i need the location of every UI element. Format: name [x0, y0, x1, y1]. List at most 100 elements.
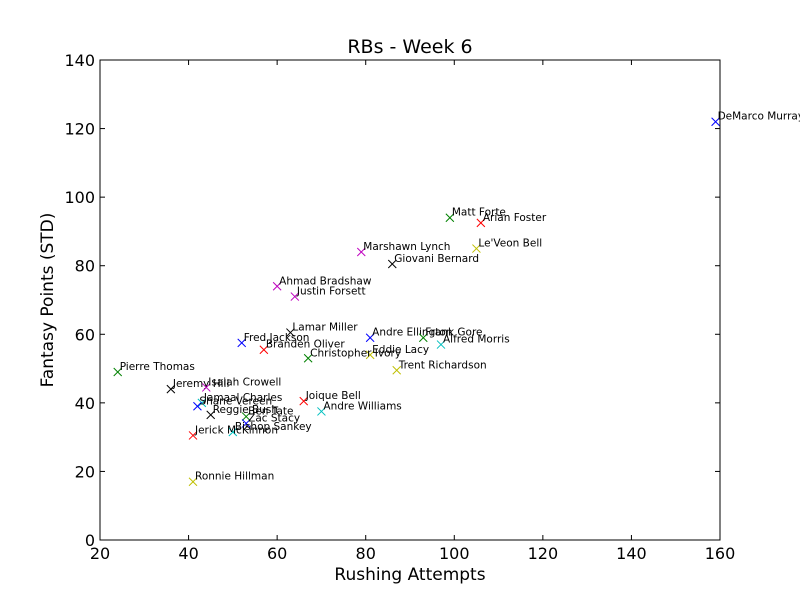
point-marker-stroke [241, 419, 251, 428]
y-tick-label: 100 [64, 188, 95, 207]
x-tick-label: 20 [90, 544, 110, 563]
point-marker-stroke [365, 333, 375, 343]
x-tick-label: 140 [616, 544, 647, 563]
y-axis-label: Fantasy Points (STD) [38, 213, 58, 388]
data-point: Trent Richardson [392, 359, 487, 375]
data-point: Alfred Morris [436, 334, 510, 349]
x-tick-label: 100 [439, 544, 470, 563]
x-tick-label: 60 [267, 544, 287, 563]
data-point: Joique Bell [299, 390, 361, 406]
point-marker-stroke [286, 328, 295, 337]
point-label: Fred Jackson [244, 332, 310, 344]
y-tick-label: 140 [64, 51, 95, 70]
y-tick-label: 20 [75, 462, 95, 481]
data-point: Arian Foster [476, 212, 547, 228]
point-marker-stroke [188, 431, 198, 440]
point-marker-stroke [272, 281, 282, 291]
point-marker-stroke [241, 412, 251, 421]
point-marker-stroke [201, 383, 211, 392]
point-label: Bishop Sankey [235, 421, 312, 433]
chart-title: RBs - Week 6 [347, 36, 472, 58]
point-marker-stroke [188, 477, 198, 487]
data-point: Andre Ellington [365, 327, 452, 343]
point-marker-stroke [356, 247, 366, 257]
data-point: Jerick McKinnon [188, 424, 278, 440]
data-point: Giovani Bernard [387, 253, 479, 269]
point-marker-stroke [472, 244, 481, 253]
data-point: Fred Jackson [237, 332, 310, 348]
plot-area: 20 40 60 80 100 120 140 160 020406080100120140 … [64, 51, 800, 563]
data-point: DeMarco Murray [711, 111, 800, 127]
y-tick-label: 80 [75, 257, 95, 276]
x-tick-label: 80 [356, 544, 376, 563]
point-marker-stroke [436, 340, 446, 349]
point-marker-stroke [445, 213, 455, 223]
point-label: Lamar Miller [292, 322, 358, 334]
point-label: Zac Stacy [248, 412, 300, 424]
plot-frame [99, 59, 721, 541]
data-point: Ben Tate [241, 406, 293, 421]
point-label: Andre Williams [323, 400, 401, 412]
point-label: Trent Richardson [398, 359, 487, 371]
point-marker-stroke [259, 345, 269, 355]
point-marker-stroke [228, 427, 238, 437]
data-point: Zac Stacy [241, 412, 300, 428]
data-point: Shane Vereen [193, 395, 272, 411]
point-label: Joique Bell [305, 390, 361, 402]
point-marker-stroke [387, 259, 397, 269]
point-label: Giovani Bernard [394, 253, 479, 265]
x-axis-label: Rushing Attempts [334, 565, 485, 585]
point-marker-stroke [193, 401, 202, 411]
point-marker-stroke [113, 367, 123, 377]
point-label: Justin Forsett [296, 286, 366, 298]
point-marker-stroke [299, 396, 309, 406]
data-point: Marshawn Lynch [356, 241, 450, 257]
point-label: Matt Forte [452, 207, 506, 219]
point-marker-stroke [237, 338, 247, 348]
point-marker-stroke [290, 292, 300, 301]
x-axis-ticks: 20 40 60 80 100 120 140 160 [90, 60, 735, 563]
point-marker-stroke [418, 333, 428, 343]
point-label: Arian Foster [483, 212, 547, 224]
data-point: Branden Oliver [259, 339, 345, 355]
data-point: Matt Forte [445, 207, 506, 223]
data-point: Andre Williams [317, 400, 402, 416]
x-tick-label: 120 [528, 544, 559, 563]
data-point: Isaiah Crowell [201, 376, 281, 392]
point-label: Andre Ellington [372, 327, 452, 339]
point-marker-stroke [476, 218, 486, 228]
data-point: Ahmad Bradshaw [272, 275, 372, 291]
data-point: Frank Gore [418, 327, 483, 343]
data-point: Eddie Lacy [365, 344, 429, 360]
point-marker-stroke [711, 117, 720, 127]
data-point: Jeremy Hill [166, 378, 230, 394]
point-marker-stroke [303, 353, 313, 363]
data-point: Christopher Ivory [303, 347, 401, 363]
point-marker-stroke [197, 398, 207, 408]
y-tick-label: 120 [64, 120, 95, 139]
point-label: Ronnie Hillman [195, 471, 274, 483]
point-marker-stroke [392, 365, 402, 375]
data-point: Ronnie Hillman [188, 471, 274, 487]
point-label: Pierre Thomas [120, 361, 195, 373]
point-label: Ben Tate [248, 406, 293, 418]
point-marker-stroke [365, 350, 375, 360]
point-label: Reggie Bush [213, 404, 278, 416]
point-label: Jeremy Hill [172, 378, 230, 390]
point-label: Isaiah Crowell [208, 376, 281, 388]
y-tick-label: 0 [85, 531, 95, 550]
point-label: Frank Gore [425, 327, 482, 339]
point-marker-stroke [317, 407, 326, 416]
point-label: DeMarco Murray [718, 111, 800, 123]
point-label: Ahmad Bradshaw [279, 275, 372, 287]
data-point: Justin Forsett [290, 286, 366, 301]
data-point: Lamar Miller [286, 322, 358, 337]
y-tick-label: 60 [75, 325, 95, 344]
point-marker-stroke [166, 384, 176, 394]
data-point: Bishop Sankey [228, 421, 312, 437]
point-marker-stroke [206, 410, 216, 420]
x-tick-label: 160 [705, 544, 736, 563]
point-label: Shane Vereen [199, 395, 272, 407]
